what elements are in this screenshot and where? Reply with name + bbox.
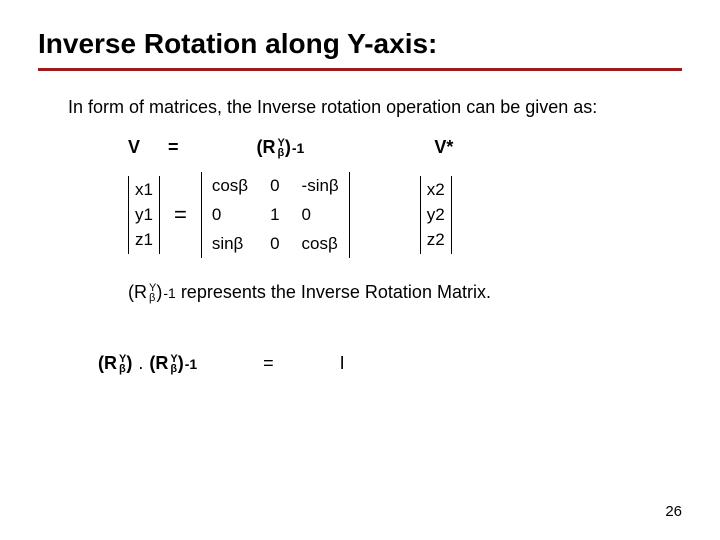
symbol-R: R [134,282,147,303]
rparen: ) [285,137,291,158]
m-r2c1: 0 [270,232,279,257]
m-r0c1: 0 [270,174,279,199]
note-tail: represents the Inverse Rotation Matrix. [181,282,491,302]
equation-header-row: V = ( R Y β )-1 V* [128,137,682,158]
rparen: ) [126,353,132,374]
identity-row: ( R Y β ) . ( R Y β )-1 = I [98,353,682,374]
symbol-R: R [155,353,168,374]
m-r1c0: 0 [212,203,248,228]
m-r2c2: cosβ [302,232,339,257]
rotation-matrix: cosβ 0 -sinβ 0 1 0 sinβ 0 cosβ [201,172,350,258]
vector-v1: x1 y1 z1 [128,176,160,254]
title-rule [38,68,682,71]
v1-r1: y1 [135,203,153,228]
slide-title: Inverse Rotation along Y-axis: [38,28,682,60]
note-line: ( R Y β )-1 represents the Inverse Rotat… [128,282,682,303]
rparen: ) [178,353,184,374]
rotation-matrix-symbol-id2: ( R Y β )-1 [149,353,197,374]
v1-r0: x1 [135,178,153,203]
rotation-matrix-symbol-id1: ( R Y β ) [98,353,132,374]
intro-text: In form of matrices, the Inverse rotatio… [68,95,682,119]
m-r2c0: sinβ [212,232,248,257]
inverse-exponent: -1 [185,356,197,372]
subscript-beta: β [278,148,285,158]
equals-identity: = [263,353,274,374]
identity-I: I [340,353,345,374]
symbol-Vstar: V* [434,137,453,158]
rotation-matrix-symbol-note: ( R Y β )-1 [128,282,176,303]
v1-r2: z1 [135,228,153,253]
v2-r0: x2 [427,178,445,203]
symbol-R: R [263,137,276,158]
v2-r1: y2 [427,203,445,228]
symbol-R: R [104,353,117,374]
rparen: ) [156,282,162,303]
vector-v2: x2 y2 z2 [420,176,452,254]
matrix-equation-row: x1 y1 z1 = cosβ 0 -sinβ 0 1 0 sinβ 0 cos… [128,172,682,258]
symbol-V: V [128,137,140,158]
page-number: 26 [665,503,682,520]
m-r0c0: cosβ [212,174,248,199]
inverse-exponent: -1 [292,140,304,156]
subscript-beta: β [149,293,156,303]
rotation-matrix-symbol: ( R Y β )-1 [257,137,305,158]
dot: . [138,353,143,374]
inverse-exponent: -1 [163,285,175,301]
m-r1c1: 1 [270,203,279,228]
symbol-equals: = [168,137,179,158]
m-r1c2: 0 [302,203,339,228]
equals-big: = [174,202,187,228]
subscript-beta: β [170,364,177,374]
v2-r2: z2 [427,228,445,253]
subscript-beta: β [119,364,126,374]
m-r0c2: -sinβ [302,174,339,199]
